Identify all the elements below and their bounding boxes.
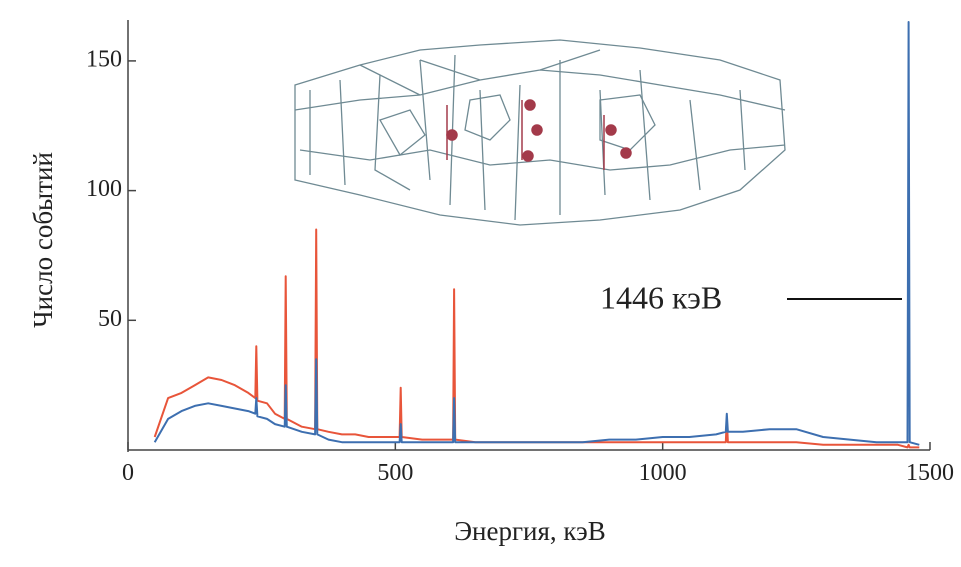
annotation: 1446 кэВ (600, 279, 722, 315)
y-tick-label: 100 (86, 176, 122, 202)
x-tick-label: 0 (122, 460, 134, 486)
series-line (153, 21, 920, 446)
x-tick-label: 1000 (639, 460, 687, 486)
inset-markers (446, 99, 632, 170)
series-line (153, 228, 920, 449)
x-tick-label: 1500 (906, 460, 954, 486)
x-tick-label: 500 (377, 460, 413, 486)
y-axis-label: Число событий (28, 152, 58, 328)
y-tick-label: 150 (86, 46, 122, 72)
y-tick-label: 50 (98, 306, 122, 332)
x-axis-label: Энергия, кэВ (454, 516, 606, 546)
